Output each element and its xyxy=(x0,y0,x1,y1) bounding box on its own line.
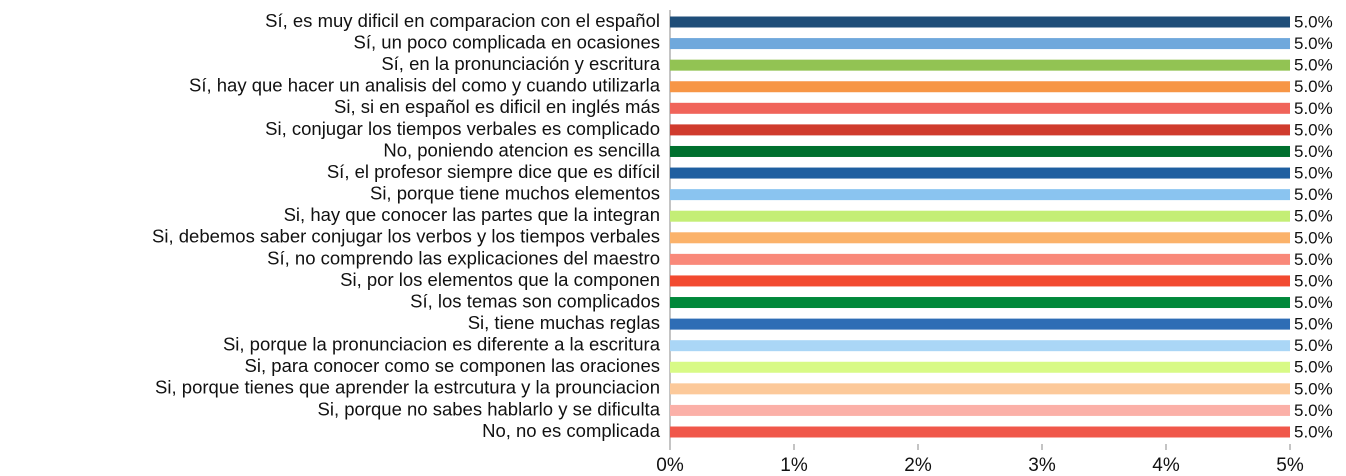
bar xyxy=(670,102,1290,114)
x-tick-label: 3% xyxy=(1028,455,1056,476)
value-label: 5.0% xyxy=(1294,358,1333,377)
y-tick-label: Sí, en la pronunciación y escritura xyxy=(381,53,660,74)
x-tick-label: 5% xyxy=(1276,455,1304,476)
value-label: 5.0% xyxy=(1294,250,1333,269)
y-tick-label: Si, por los elementos que la componen xyxy=(340,269,660,290)
y-tick-label: No, no es complicada xyxy=(482,420,661,441)
y-tick-label: Si, debemos saber conjugar los verbos y … xyxy=(152,226,660,247)
value-label: 5.0% xyxy=(1294,401,1333,420)
y-tick-label: Si, conjugar los tiempos verbales es com… xyxy=(265,118,660,139)
y-tick-label: Sí, el profesor siempre dice que es difí… xyxy=(327,161,660,182)
y-tick-label: Si, porque la pronunciacion es diferente… xyxy=(223,334,661,355)
value-label: 5.0% xyxy=(1294,315,1333,334)
bar xyxy=(670,145,1290,157)
value-label: 5.0% xyxy=(1294,293,1333,312)
bar xyxy=(670,232,1290,244)
y-tick-label: Si, porque tiene muchos elementos xyxy=(370,183,660,204)
y-tick-label: Si, para conocer como se componen las or… xyxy=(245,355,660,376)
value-label: 5.0% xyxy=(1294,12,1333,31)
bar xyxy=(670,38,1290,50)
y-tick-label: Sí, es muy dificil en comparacion con el… xyxy=(265,10,660,31)
value-label: 5.0% xyxy=(1294,164,1333,183)
value-label: 5.0% xyxy=(1294,142,1333,161)
y-tick-label: Sí, los temas son complicados xyxy=(410,290,660,311)
bar xyxy=(670,404,1290,416)
y-tick-label: Si, porque tienes que aprender la estrcu… xyxy=(155,377,660,398)
bar xyxy=(670,81,1290,93)
value-label: 5.0% xyxy=(1294,120,1333,139)
y-tick-label: No, poniendo atencion es sencilla xyxy=(383,139,660,160)
bar xyxy=(670,318,1290,330)
x-tick-label: 2% xyxy=(904,455,932,476)
bar xyxy=(670,297,1290,309)
x-tick-label: 1% xyxy=(780,455,808,476)
value-label: 5.0% xyxy=(1294,77,1333,96)
y-tick-label: Si, si en español es dificil en inglés m… xyxy=(334,96,660,117)
y-tick-label: Sí, un poco complicada en ocasiones xyxy=(354,31,660,52)
y-tick-label: Si, tiene muchas reglas xyxy=(468,312,660,333)
bar xyxy=(670,59,1290,71)
bar xyxy=(670,167,1290,179)
y-tick-label: Si, porque no sabes hablarlo y se dificu… xyxy=(318,398,661,419)
value-label: 5.0% xyxy=(1294,207,1333,226)
bar xyxy=(670,189,1290,201)
bar xyxy=(670,361,1290,373)
x-tick-label: 0% xyxy=(656,455,684,476)
bar xyxy=(670,383,1290,395)
bar xyxy=(670,124,1290,136)
bar xyxy=(670,253,1290,265)
bar xyxy=(670,275,1290,287)
value-label: 5.0% xyxy=(1294,34,1333,53)
value-label: 5.0% xyxy=(1294,422,1333,441)
value-label: 5.0% xyxy=(1294,379,1333,398)
value-label: 5.0% xyxy=(1294,228,1333,247)
value-label: 5.0% xyxy=(1294,336,1333,355)
value-label: 5.0% xyxy=(1294,271,1333,290)
value-label: 5.0% xyxy=(1294,56,1333,75)
x-tick-label: 4% xyxy=(1152,455,1180,476)
bar xyxy=(670,426,1290,438)
bar xyxy=(670,340,1290,352)
value-label: 5.0% xyxy=(1294,99,1333,118)
bar xyxy=(670,16,1290,28)
y-tick-label: Sí, hay que hacer un analisis del como y… xyxy=(189,75,661,96)
y-tick-label: Si, hay que conocer las partes que la in… xyxy=(284,204,660,225)
y-tick-label: Sí, no comprendo las explicaciones del m… xyxy=(267,247,660,268)
bar xyxy=(670,210,1290,222)
value-label: 5.0% xyxy=(1294,185,1333,204)
